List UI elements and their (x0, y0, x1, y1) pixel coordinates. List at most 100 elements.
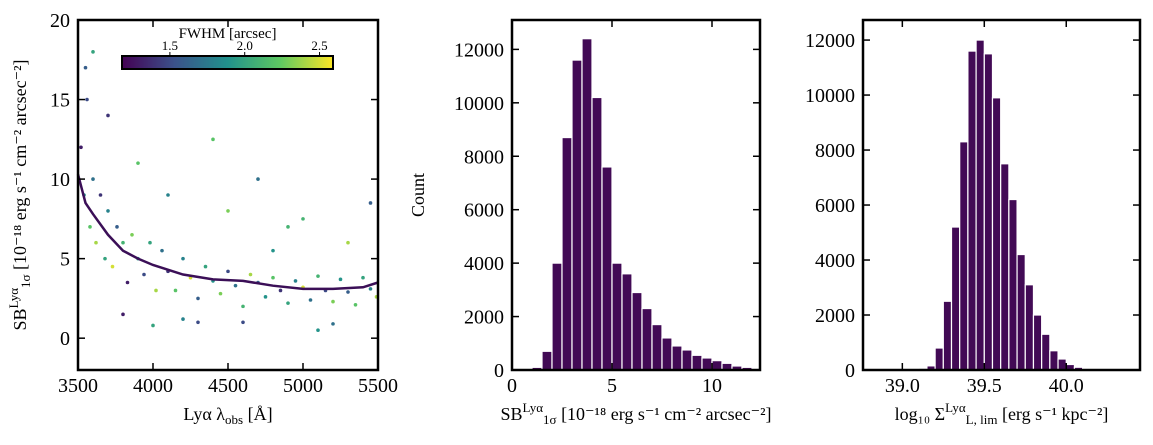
scatter-point (316, 328, 320, 333)
scatter-point (148, 240, 152, 245)
histogram-bar (551, 262, 563, 371)
scatter-point (85, 97, 89, 102)
scatter-point (331, 299, 335, 304)
histogram-bar (671, 345, 683, 371)
scatter-point (263, 295, 268, 299)
histogram-bar (1049, 350, 1059, 371)
y-tick-label: 8000 (464, 146, 504, 168)
histogram-bar (1032, 314, 1043, 371)
scatter-point (308, 298, 313, 302)
axis-label-part: SB (500, 404, 522, 424)
y-tick-label: 0 (494, 360, 504, 382)
axis-label-part: L, lim (966, 412, 998, 427)
scatter-point (241, 304, 245, 309)
y-tick-label: 6000 (464, 200, 504, 222)
axis-label-part: [10⁻¹⁸ erg s⁻¹ cm⁻² arcsec⁻²] (10, 59, 30, 274)
colorbar-tick-label: 1.5 (162, 38, 178, 53)
scatter-point (248, 272, 253, 277)
axis-label-part: log₁₀ Σ (895, 404, 946, 424)
x-tick-label: 39.0 (885, 375, 920, 397)
scatter-point (256, 177, 260, 181)
histogram-bar (991, 97, 1002, 371)
scatter-point (91, 50, 95, 54)
scatter-point (181, 317, 185, 321)
scatter-point (106, 209, 110, 213)
axis-label: log₁₀ ΣLyαL, lim [erg s⁻¹ kpc⁻²] (895, 400, 1109, 427)
y-tick-label: 2000 (464, 307, 504, 329)
histogram-bar (581, 38, 593, 371)
scatter-point (154, 288, 158, 293)
scatter-point (353, 302, 358, 307)
axis-label-part: SB (10, 309, 30, 331)
scatter-point (293, 279, 298, 283)
scatter-point (316, 274, 320, 278)
axis-label-part: [10⁻¹⁸ erg s⁻¹ cm⁻² arcsec⁻²] (557, 404, 772, 424)
axis-label-part: [Å] (243, 404, 273, 424)
scatter-point (196, 320, 200, 325)
scatter-point (368, 287, 373, 291)
histogram-bar (942, 300, 953, 371)
y-tick-label: 20 (50, 10, 70, 32)
y-tick-label: 0 (845, 360, 855, 382)
scatter-point (331, 322, 335, 326)
histogram-bar (1057, 358, 1067, 371)
histogram-bar (950, 226, 961, 371)
scatter-point (130, 232, 134, 237)
histogram-bar (621, 273, 633, 371)
y-tick-label: 4000 (464, 253, 504, 275)
axis-label: Count (408, 173, 428, 217)
histogram-bar (711, 360, 723, 371)
histogram-bar (1000, 163, 1010, 371)
histogram-bar (641, 307, 653, 371)
y-tick-label: 6000 (815, 195, 855, 217)
scatter-point (110, 264, 115, 269)
scatter-point (338, 277, 343, 282)
axis-label-part: Count (408, 173, 428, 217)
histogram-bar (1008, 198, 1018, 371)
y-tick-label: 8000 (815, 140, 855, 162)
x-tick-label: 0 (507, 375, 517, 397)
histogram-bar (701, 357, 713, 371)
y-tick-label: 10 (50, 169, 70, 191)
median-line (76, 174, 379, 291)
histogram-bar (967, 50, 977, 371)
histogram-bar (934, 347, 944, 371)
histogram-bar (1041, 333, 1051, 371)
scatter-point (160, 248, 164, 253)
axis-label-part: [erg s⁻¹ kpc⁻²] (997, 404, 1108, 424)
scatter-point (125, 280, 130, 285)
axes-frame (510, 18, 762, 372)
colorbar-tick-label: 2.5 (311, 38, 327, 53)
scatter-point (121, 240, 125, 245)
scatter-point (346, 240, 350, 245)
x-tick-label: 10 (702, 375, 722, 397)
scatter-point (136, 161, 140, 165)
scatter-point (241, 320, 245, 325)
axis-label: SBLyα1σ [10⁻¹⁸ erg s⁻¹ cm⁻² arcsec⁻²] (500, 400, 771, 427)
scatter-point (166, 193, 170, 197)
x-tick-label: 4500 (208, 375, 248, 397)
axis-label: SBLyα1σ [10⁻¹⁸ erg s⁻¹ cm⁻² arcsec⁻²] (6, 59, 33, 330)
histogram-bar (691, 354, 703, 371)
histogram-bar (601, 166, 613, 371)
y-tick-label: 4000 (815, 250, 855, 272)
x-tick-label: 5 (607, 375, 617, 397)
y-tick-label: 5 (60, 249, 70, 271)
axis-label-part: obs (225, 412, 243, 427)
axis-label-part: 1σ (18, 274, 33, 288)
colorbar-label: FWHM [arcsec] (179, 26, 277, 42)
scatter-point (226, 209, 230, 213)
scatter-point (91, 177, 95, 181)
x-tick-label: 39.5 (967, 375, 1002, 397)
scatter-point (151, 323, 155, 328)
axes-frame (861, 18, 1142, 372)
y-tick-label: 15 (50, 90, 70, 112)
y-tick-label: 2000 (815, 305, 855, 327)
histogram-bar (661, 337, 673, 371)
y-tick-label: 0 (60, 328, 70, 350)
axis-label-part: Lyα λ (183, 404, 225, 424)
histogram-bar (571, 59, 583, 371)
histogram-bar (1016, 253, 1026, 371)
scatter-point (361, 275, 365, 280)
histogram-bar (611, 262, 623, 371)
